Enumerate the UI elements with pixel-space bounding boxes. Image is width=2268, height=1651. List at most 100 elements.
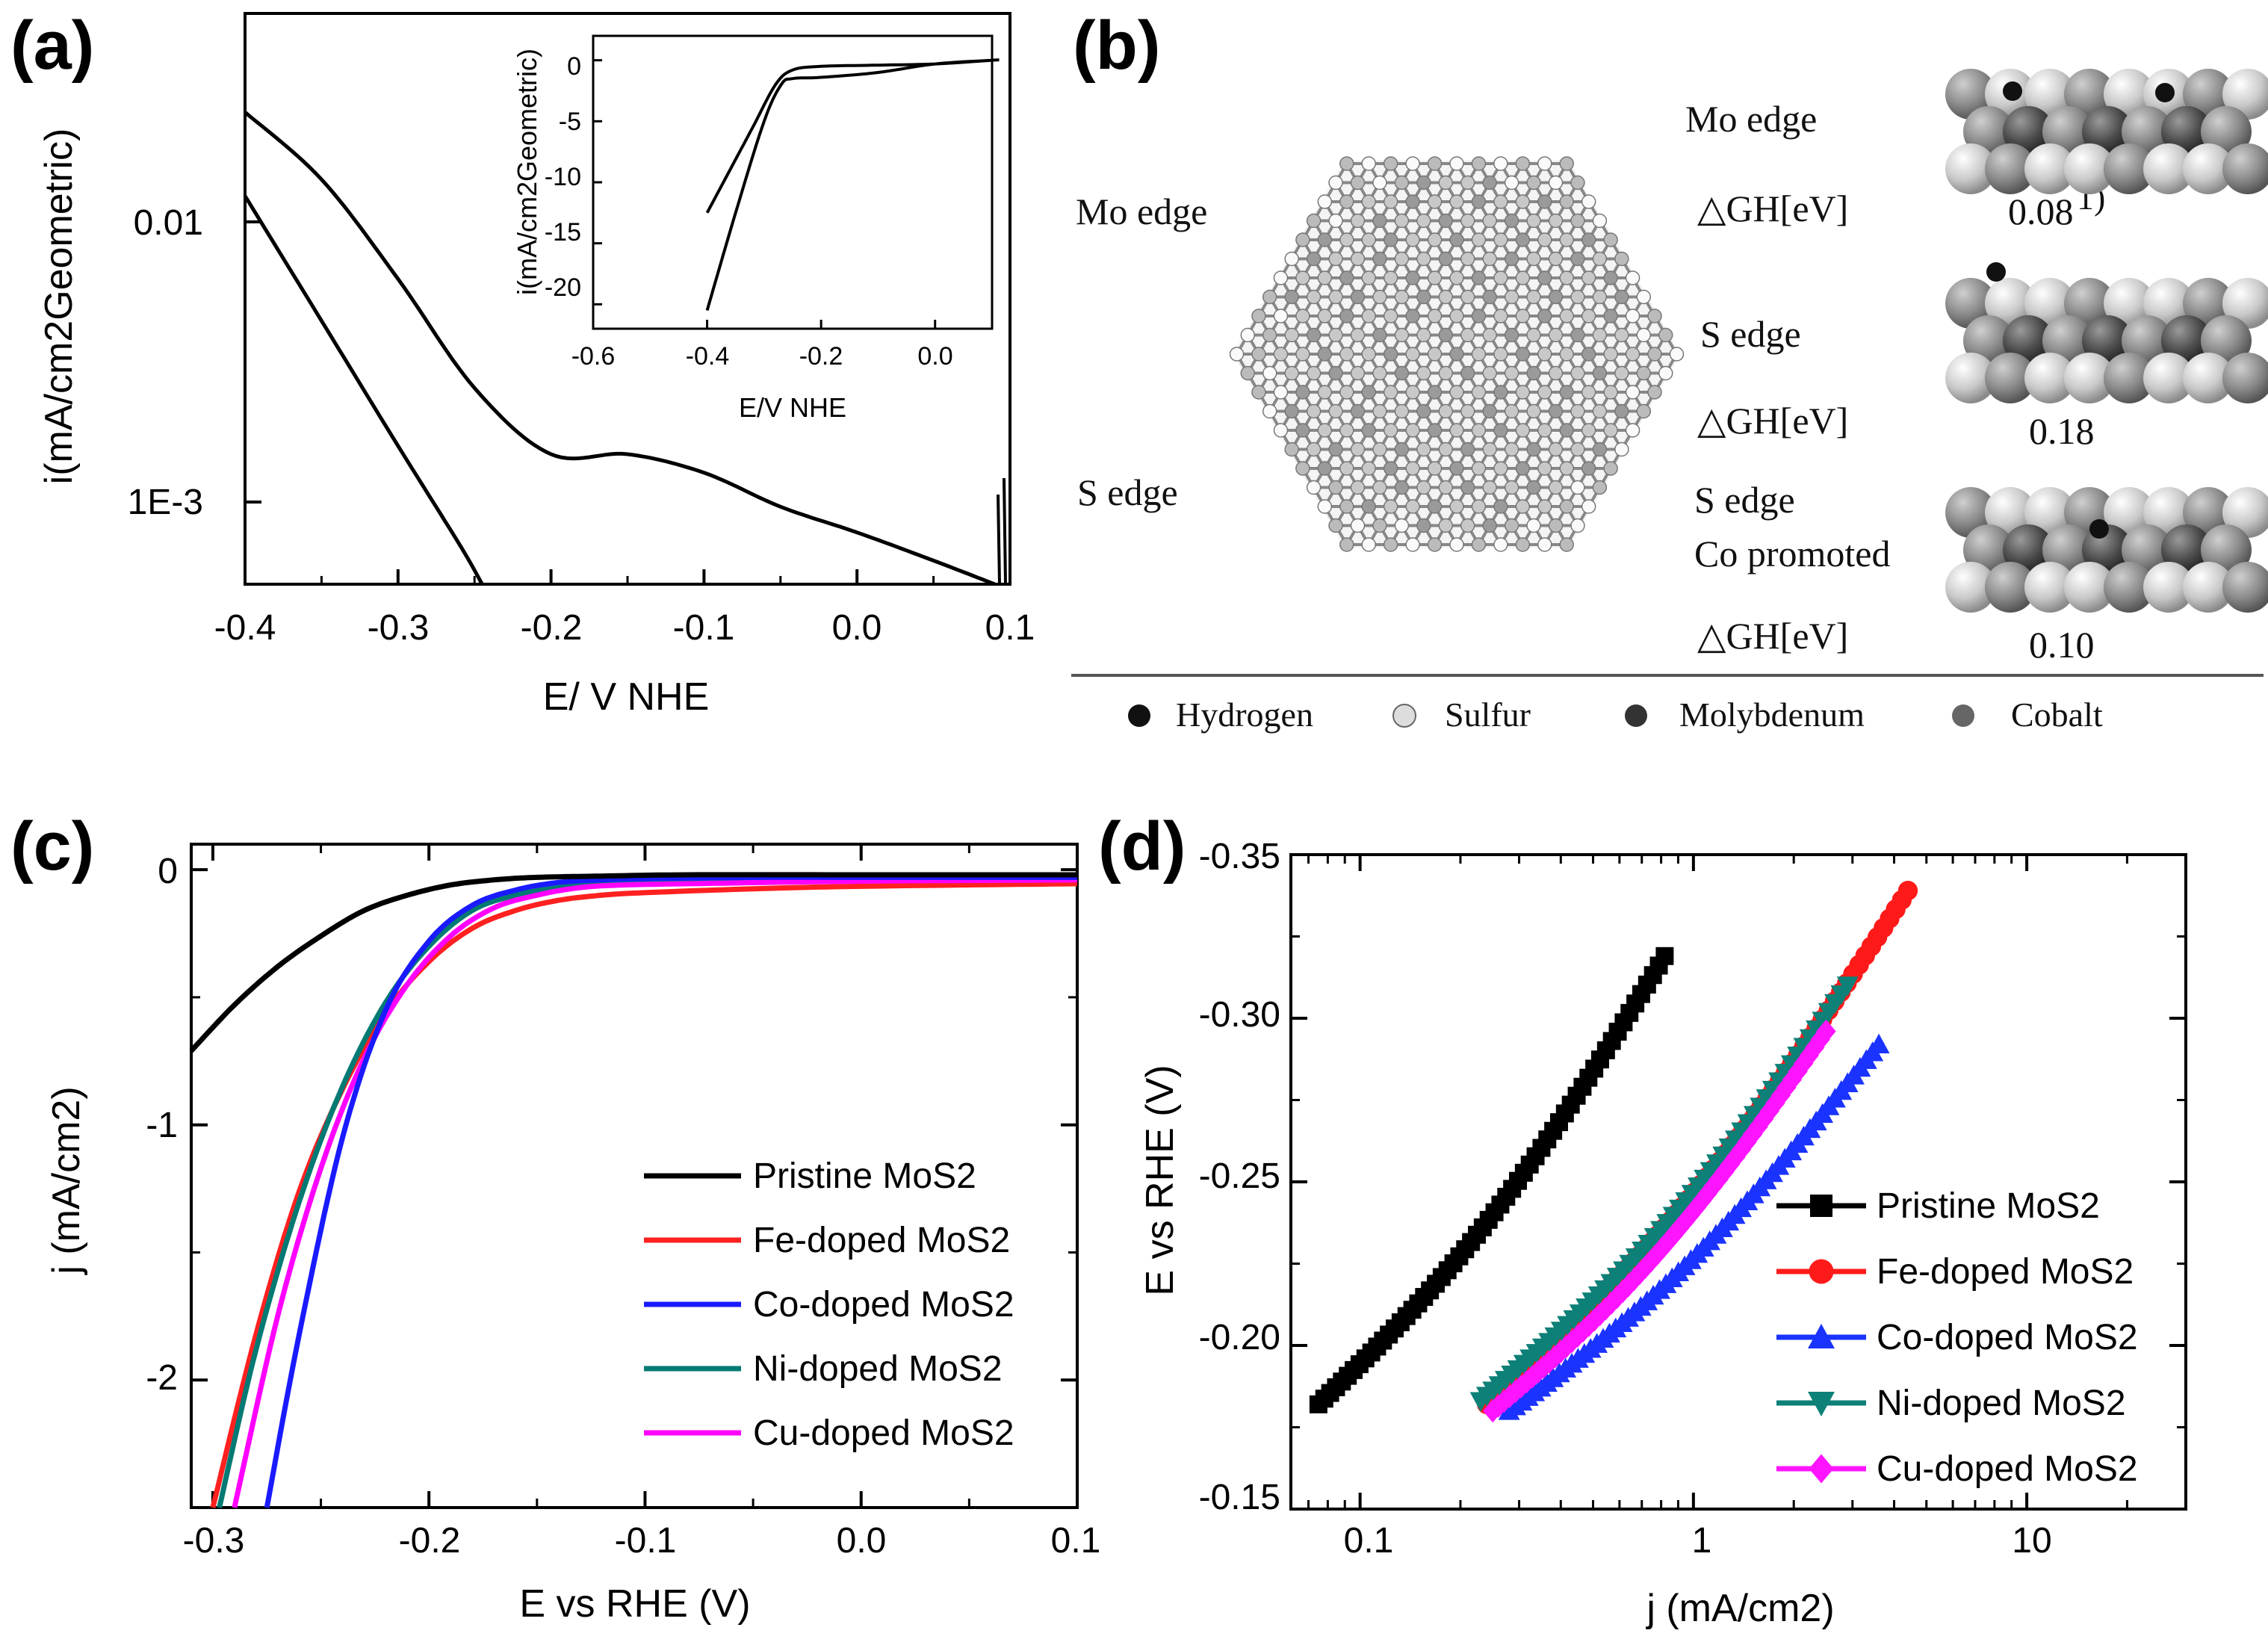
lattice-atom (1504, 403, 1519, 419)
lattice-atom (1251, 309, 1266, 323)
lattice-atom (1537, 461, 1552, 476)
lattice-atom (1548, 518, 1564, 533)
b-edge-models (1945, 69, 2268, 613)
lattice-atom (1647, 347, 1662, 362)
lattice-atom (1526, 289, 1541, 305)
d-ytick-label: -0.20 (1199, 1318, 1280, 1357)
lattice-atom (1636, 289, 1652, 305)
atom-sphere (1945, 353, 1996, 403)
atom-sphere (2064, 143, 2115, 194)
b-row2-value: 0.18 (2029, 410, 2095, 452)
atom-sphere (2104, 353, 2154, 403)
lattice-atom (1449, 347, 1464, 362)
panel-c: (c) 0 -1 -2 -0.3 -0.2 -0.1 0.0 0.1 E vs … (10, 808, 1100, 1626)
d-legend-item: Co-doped MoS2 (1877, 1318, 2138, 1357)
lattice-atom (1449, 537, 1464, 552)
lattice-atom (1394, 175, 1410, 190)
lattice-atom (1350, 289, 1366, 305)
lattice-atom (1372, 403, 1387, 419)
lattice-atom (1416, 251, 1431, 267)
lattice-atom (1482, 480, 1497, 495)
lattice-atom (1350, 327, 1366, 343)
c-series-line (232, 877, 1078, 1508)
lattice-atom (1328, 289, 1343, 305)
lattice-atom (1317, 423, 1333, 438)
lattice-atom (1526, 480, 1541, 495)
d-data-point (1646, 1242, 1667, 1267)
ai-xtick-label: -0.2 (799, 342, 843, 371)
lattice-atom (1449, 232, 1464, 247)
lattice-atom (1317, 194, 1333, 209)
lattice-atom (1504, 365, 1519, 381)
lattice-atom (1350, 365, 1366, 381)
lattice-atom (1581, 309, 1596, 323)
lattice-atom (1306, 442, 1322, 457)
lattice-atom (1471, 194, 1487, 209)
lattice-atom (1460, 518, 1475, 533)
lattice-atom (1405, 194, 1420, 209)
lattice-atom (1328, 327, 1343, 343)
atom-sphere (2104, 562, 2154, 613)
lattice-atom (1262, 327, 1277, 343)
lattice-atom (1438, 213, 1454, 229)
ai-ytick-label: -10 (545, 163, 581, 191)
atom-sphere (2143, 353, 2194, 403)
b-legend-item: Sulfur (1445, 696, 1531, 734)
lattice-atom (1405, 156, 1420, 171)
c-xtick-label: 0.1 (1051, 1521, 1101, 1561)
lattice-atom (1493, 537, 1508, 552)
lattice-atom (1460, 175, 1475, 190)
lattice-atom (1526, 403, 1541, 419)
lattice-atom (1361, 385, 1376, 400)
d-data-point (1664, 1223, 1684, 1247)
lattice-atom (1394, 213, 1410, 229)
lattice-atom (1273, 423, 1289, 438)
d-legend-marker (1809, 1454, 1834, 1484)
d-legend-marker (1808, 1392, 1835, 1416)
atom-sphere (2143, 143, 2194, 194)
lattice-atom (1295, 309, 1310, 323)
lattice-atom (1460, 289, 1475, 305)
lattice-atom (1394, 480, 1410, 495)
d-legend-marker (1808, 1324, 1835, 1348)
lattice-atom (1361, 232, 1376, 247)
lattice-atom (1306, 327, 1322, 343)
lattice-atom (1460, 213, 1475, 229)
hydrogen-atom (2089, 519, 2109, 539)
lattice-atom (1658, 327, 1673, 343)
lattice-atom (1328, 251, 1343, 267)
c-legend-item: Co-doped MoS2 (753, 1285, 1014, 1325)
lattice-atom (1537, 347, 1552, 362)
lattice-atom (1592, 480, 1608, 495)
lattice-atom (1570, 289, 1585, 305)
d-data-point (1655, 947, 1674, 965)
lattice-atom (1471, 385, 1487, 400)
d-legend-marker (1809, 1259, 1834, 1284)
lattice-atom (1405, 309, 1420, 323)
atom-sphere (2104, 143, 2154, 194)
lattice-atom (1339, 309, 1354, 323)
c-legend-item: Pristine MoS2 (753, 1156, 976, 1196)
lattice-atom (1482, 365, 1497, 381)
lattice-atom (1350, 213, 1366, 229)
lattice-atom (1570, 403, 1585, 419)
a-inset-frame (592, 34, 994, 330)
lattice-atom (1515, 194, 1531, 209)
panel-a-label: (a) (10, 7, 94, 84)
panel-b-label: (b) (1073, 7, 1160, 84)
lattice-atom (1416, 327, 1431, 343)
lattice-atom (1295, 385, 1310, 400)
lattice-atom (1537, 309, 1552, 323)
d-series-group (1498, 1033, 1890, 1420)
ai-ytick-label: -20 (545, 273, 581, 302)
sulfur-swatch-icon (1392, 704, 1416, 728)
a-x-tick-labels: -0.4 -0.3 -0.2 -0.1 0.0 0.1 (214, 608, 1035, 648)
d-ytick-label: -0.25 (1199, 1156, 1280, 1196)
lattice-atom (1460, 480, 1475, 495)
lattice-atom (1284, 365, 1299, 381)
c-legend: Pristine MoS2 Fe-doped MoS2 Co-doped MoS… (644, 1156, 1014, 1453)
c-series-line (210, 881, 1078, 1508)
d-data-point (1607, 1285, 1627, 1310)
lattice-atom (1383, 385, 1398, 400)
d-xtick-label: 1 (1692, 1521, 1712, 1561)
